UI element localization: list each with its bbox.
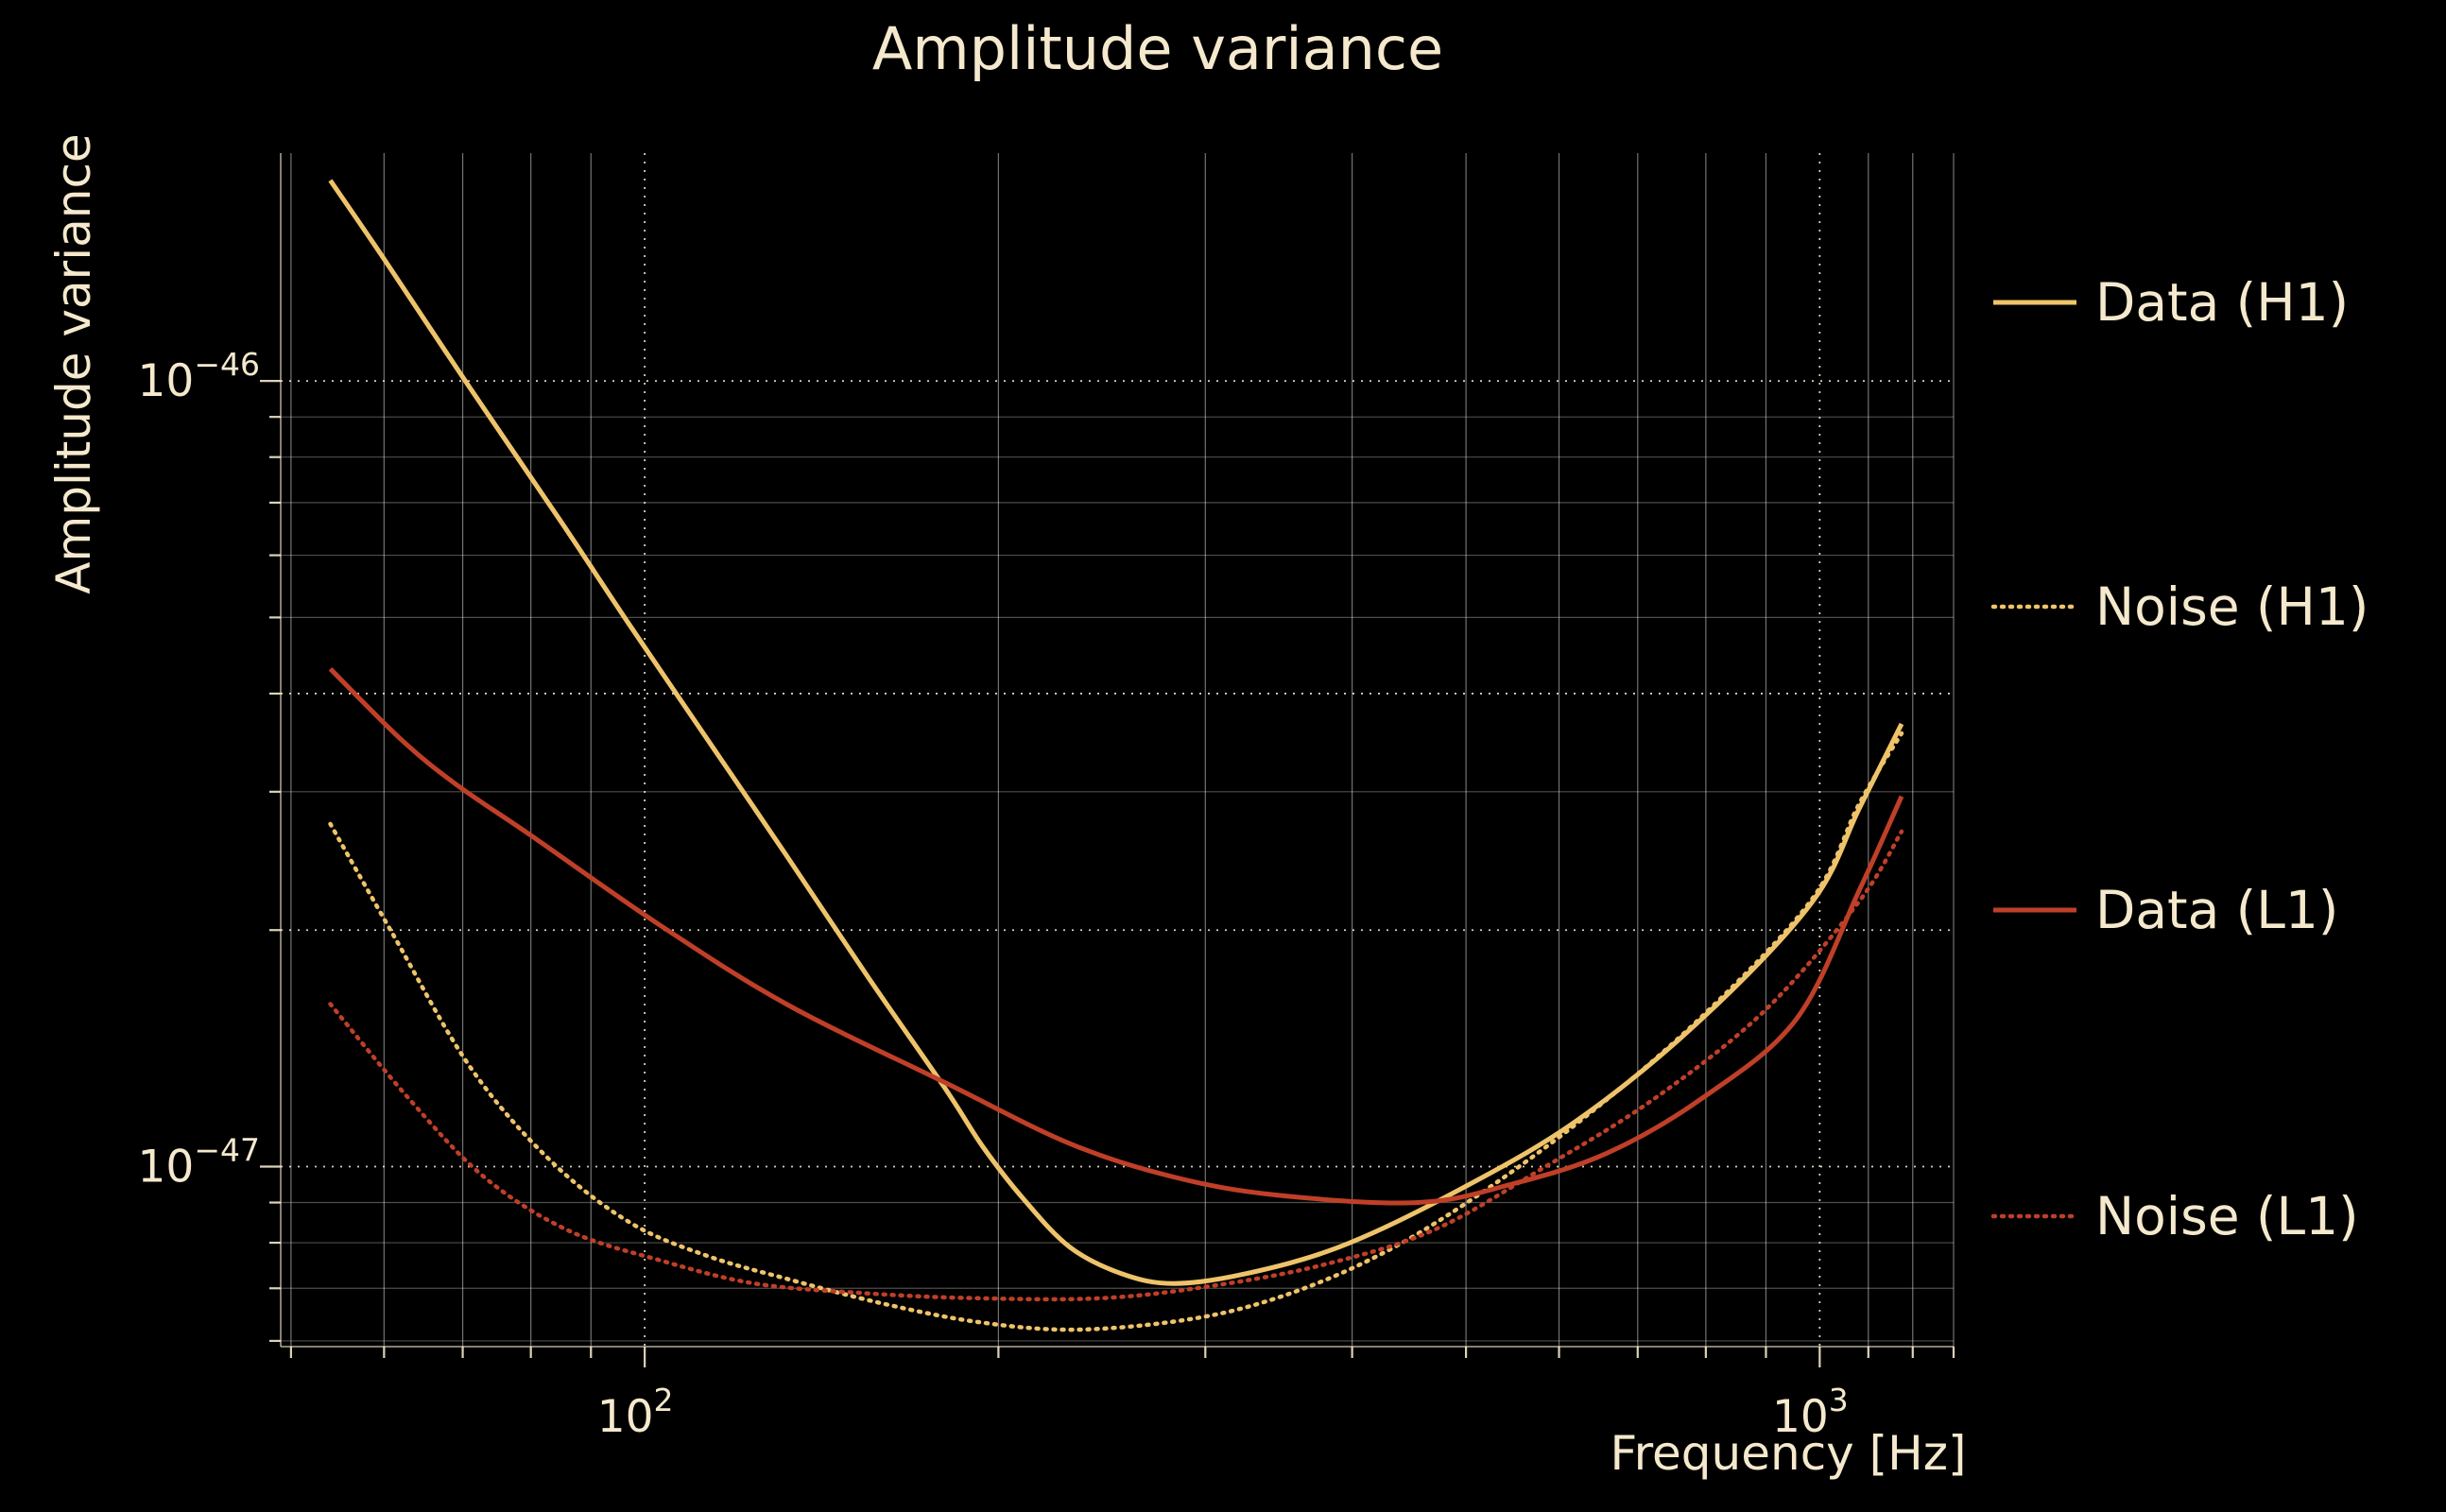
- series-curve-1: [328, 730, 1904, 1332]
- chart-title: Amplitude variance: [872, 14, 1443, 83]
- legend-entry-noise-l1: Noise (L1): [1990, 1186, 2359, 1246]
- y-tick-label: 10−47: [138, 1131, 260, 1193]
- legend-entry-data-h1: Data (H1): [1993, 272, 2349, 333]
- x-tick-label: 102: [597, 1382, 674, 1443]
- legend-label-noise-l1: Noise (L1): [2095, 1186, 2359, 1246]
- x-axis-label: Frequency [Hz]: [1610, 1426, 1966, 1481]
- y-tick-label: 10−46: [138, 346, 260, 407]
- series-curve-0: [328, 179, 1904, 1286]
- x-tick-label: 103: [1772, 1382, 1849, 1443]
- legend-label-noise-h1: Noise (H1): [2095, 576, 2368, 637]
- axis-spines: [280, 153, 1954, 1348]
- y-axis-label: Amplitude variance: [46, 133, 101, 593]
- legend-label-data-l1: Data (L1): [2095, 880, 2338, 940]
- grid: [281, 153, 1955, 1347]
- legend-entry-data-l1: Data (L1): [1993, 880, 2338, 940]
- tick-labels: 102 103 10−46 10−47: [138, 346, 1849, 1443]
- legend-entry-noise-h1: Noise (H1): [1990, 576, 2368, 637]
- legend: Data (H1) Noise (H1) Data (L1) Noise (L1…: [1990, 272, 2368, 1246]
- series-curve-2: [328, 667, 1904, 1206]
- axis-ticks: [260, 380, 1955, 1367]
- data-series: [328, 179, 1904, 1332]
- series-curve-3: [328, 829, 1904, 1302]
- legend-label-data-h1: Data (H1): [2095, 272, 2349, 333]
